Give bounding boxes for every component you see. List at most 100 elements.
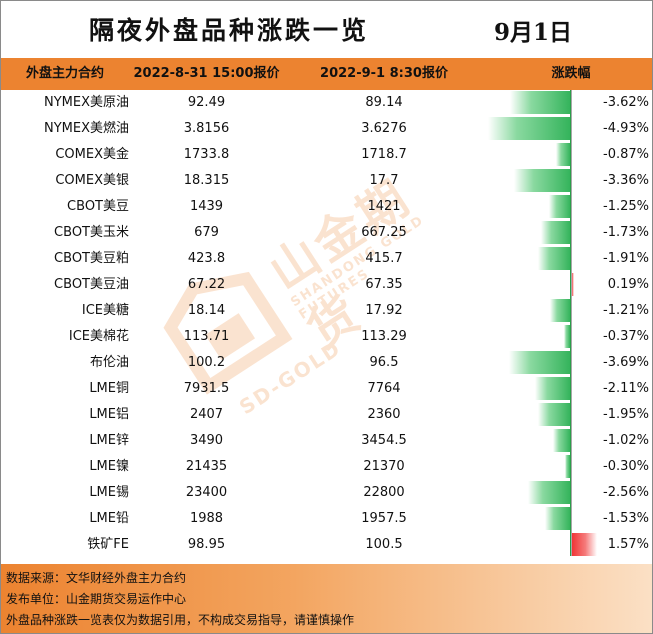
price-2: 1957.5 [361, 511, 407, 526]
rise-bar [571, 533, 598, 556]
table-row: CBOT美豆油 67.22 67.35 0.19% [1, 272, 652, 298]
contract-name: 布伦油 [89, 355, 129, 370]
contract-name: LME铜 [89, 381, 129, 396]
table-row: LME铝 2407 2360 -1.95% [1, 402, 652, 428]
table-row: CBOT美玉米 679 667.25 -1.73% [1, 220, 652, 246]
table-row: NYMEX美燃油 3.8156 3.6276 -4.93% [1, 116, 652, 142]
price-1: 423.8 [187, 251, 226, 266]
table-row: ICE美糖 18.14 17.92 -1.21% [1, 298, 652, 324]
header-price2: 2022-9-1 8:30报价 [320, 66, 448, 81]
decline-bar [555, 143, 570, 166]
decline-bar [509, 91, 570, 114]
change-percent: -0.87% [603, 147, 649, 162]
decline-bar [563, 325, 570, 348]
change-percent: -0.37% [603, 329, 649, 344]
price-1: 1733.8 [183, 147, 230, 162]
price-2: 1421 [367, 199, 401, 214]
decline-bar [488, 117, 570, 140]
change-percent: -3.36% [603, 173, 649, 188]
report-date: 9月1日 [494, 19, 573, 46]
price-2: 3454.5 [361, 433, 407, 448]
price-1: 679 [194, 225, 219, 240]
table-row: LME锌 3490 3454.5 -1.02% [1, 428, 652, 454]
footer-source: 数据来源：文华财经外盘主力合约 [6, 571, 187, 585]
change-percent: 0.19% [607, 277, 649, 292]
price-2: 96.5 [369, 355, 399, 370]
decline-bar [537, 403, 570, 426]
change-percent: -1.95% [603, 407, 649, 422]
price-2: 7764 [367, 381, 401, 396]
decline-bar [549, 299, 570, 322]
table-row: 铁矿FE 98.95 100.5 1.57% [1, 532, 652, 558]
price-2: 1718.7 [361, 147, 407, 162]
price-1: 3490 [189, 433, 224, 448]
contract-name: CBOT美豆粕 [54, 251, 129, 266]
price-1: 67.22 [187, 277, 226, 292]
table-row: CBOT美豆粕 423.8 415.7 -1.91% [1, 246, 652, 272]
table-row: LME锡 23400 22800 -2.56% [1, 480, 652, 506]
decline-bar [534, 377, 570, 400]
price-1: 92.49 [187, 95, 226, 110]
price-1: 18.14 [187, 303, 226, 318]
decline-bar [527, 481, 570, 504]
page-title: 隔夜外盘品种涨跌一览 [89, 16, 370, 45]
price-2: 2360 [367, 407, 401, 422]
change-percent: -1.21% [603, 303, 649, 318]
decline-bar [538, 247, 570, 270]
price-2: 22800 [363, 485, 405, 500]
price-2: 3.6276 [361, 121, 407, 136]
price-1: 23400 [185, 485, 228, 500]
change-percent: -2.56% [603, 485, 649, 500]
title-row: 隔夜外盘品种涨跌一览 9月1日 [1, 1, 652, 58]
contract-name: NYMEX美原油 [43, 95, 129, 110]
contract-name: LME锌 [89, 433, 129, 448]
change-percent: -3.62% [603, 95, 649, 110]
change-percent: -3.69% [603, 355, 649, 370]
contract-name: LME镍 [89, 459, 129, 474]
price-2: 17.92 [365, 303, 403, 318]
table-row: LME铜 7931.5 7764 -2.11% [1, 376, 652, 402]
change-percent: -1.53% [603, 511, 649, 526]
price-1: 1439 [189, 199, 224, 214]
table-header: 外盘主力合约 2022-8-31 15:00报价 2022-9-1 8:30报价… [1, 58, 652, 90]
footer: 数据来源：文华财经外盘主力合约 发布单位：山金期货交易运作中心 外盘品种涨跌一览… [1, 564, 652, 633]
rise-bar [571, 273, 575, 296]
table-row: COMEX美金 1733.8 1718.7 -0.87% [1, 142, 652, 168]
contract-name: COMEX美金 [55, 147, 129, 162]
change-percent: -1.91% [603, 251, 649, 266]
price-2: 100.5 [365, 537, 403, 552]
price-2: 89.14 [365, 95, 403, 110]
contract-name: ICE美糖 [81, 303, 129, 318]
change-percent: -2.11% [603, 381, 649, 396]
table-row: 布伦油 100.2 96.5 -3.69% [1, 350, 652, 376]
contract-name: CBOT美豆油 [54, 277, 129, 292]
contract-name: CBOT美豆 [67, 199, 129, 214]
change-percent: 1.57% [607, 537, 649, 552]
decline-bar [553, 429, 570, 452]
decline-bar [514, 169, 570, 192]
price-1: 98.95 [187, 537, 226, 552]
price-2: 113.29 [361, 329, 407, 344]
header-contract: 外盘主力合约 [25, 66, 104, 81]
price-1: 21435 [185, 459, 228, 474]
price-1: 1988 [189, 511, 224, 526]
footer-publisher: 发布单位：山金期货交易运作中心 [6, 592, 187, 606]
decline-bar [544, 507, 570, 530]
decline-bar [565, 455, 570, 478]
contract-name: CBOT美玉米 [54, 225, 129, 240]
price-1: 18.315 [183, 173, 230, 188]
contract-name: LME锡 [89, 485, 129, 500]
bar-axis [570, 90, 571, 556]
price-1: 2407 [189, 407, 224, 422]
price-2: 415.7 [365, 251, 403, 266]
price-2: 67.35 [365, 277, 403, 292]
footer-disclaimer: 外盘品种涨跌一览表仅为数据引用，不构成交易指导，请谨慎操作 [6, 613, 355, 627]
change-percent: -4.93% [603, 121, 649, 136]
table-row: COMEX美银 18.315 17.7 -3.36% [1, 168, 652, 194]
table-row: ICE美棉花 113.71 113.29 -0.37% [1, 324, 652, 350]
price-1: 3.8156 [183, 121, 230, 136]
price-2: 21370 [363, 459, 405, 474]
contract-name: COMEX美银 [55, 173, 129, 188]
header-price1: 2022-8-31 15:00报价 [133, 66, 280, 81]
change-percent: -1.73% [603, 225, 649, 240]
